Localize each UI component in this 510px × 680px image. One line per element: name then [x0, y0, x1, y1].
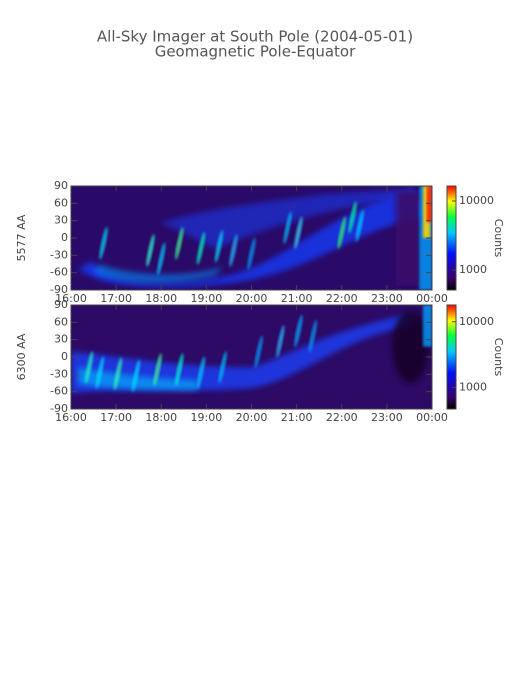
y-tick-label: -90 — [50, 402, 68, 415]
heatmap-streak — [84, 351, 94, 384]
heatmap-streak — [348, 200, 357, 234]
colorbar-tick-label: 10000 — [459, 315, 494, 328]
heatmap-region — [426, 186, 432, 223]
y-tick-label: -60 — [50, 385, 68, 398]
heatmap-region — [422, 305, 432, 347]
x-tick-label: 21:00 — [281, 292, 313, 305]
colorbar-tick-label: 1000 — [459, 263, 487, 276]
y-tick-label: 30 — [54, 333, 68, 346]
y-tick-label: -90 — [50, 283, 68, 296]
heatmap-streak — [153, 353, 162, 386]
heatmap-streak — [247, 237, 256, 270]
heatmap-streak — [175, 353, 184, 386]
y-tick-label: 0 — [61, 350, 68, 363]
heatmap-streak — [254, 335, 263, 369]
heatmap-streak — [157, 242, 166, 276]
heatmap-streak — [175, 226, 184, 260]
x-tick-label: 19:00 — [191, 411, 223, 424]
heatmap-streak — [113, 357, 123, 390]
y-axis-label: 5577 AA — [15, 214, 28, 261]
colorbar-frame — [446, 304, 457, 410]
heatmap-streak — [294, 314, 303, 348]
y-tick-label: 60 — [54, 196, 68, 209]
x-tick-label: 17:00 — [100, 411, 132, 424]
x-tick-label: 16:00 — [55, 411, 87, 424]
heatmap-streak — [196, 356, 206, 389]
heatmap — [71, 186, 432, 290]
y-tick-label: -30 — [50, 367, 68, 380]
y-tick-label: -30 — [50, 248, 68, 261]
heatmap-region — [78, 367, 198, 391]
x-tick-label: 00:00 — [416, 411, 448, 424]
title: All-Sky Imager at South Pole (2004-05-01… — [97, 28, 413, 46]
x-tick-label: 16:00 — [55, 292, 87, 305]
heatmap-streak — [308, 319, 317, 353]
y-tick-label: -60 — [50, 266, 68, 279]
heatmap — [71, 305, 432, 409]
colorbar — [447, 186, 456, 290]
heatmap-bg — [71, 305, 432, 409]
heatmap-region — [161, 188, 414, 249]
subtitle: Geomagnetic Pole-Equator — [155, 43, 356, 61]
heatmap-streak — [131, 359, 141, 393]
colorbar-tick-label: 1000 — [459, 380, 487, 393]
y-tick-label: 90 — [54, 179, 68, 192]
x-tick-label: 22:00 — [326, 292, 358, 305]
heatmap-streak — [218, 351, 227, 384]
y-tick-label: 90 — [54, 298, 68, 311]
colorbar-tick-label: 10000 — [459, 194, 494, 207]
x-tick-label: 21:00 — [281, 411, 313, 424]
x-tick-label: 19:00 — [191, 292, 223, 305]
colorbar-label: Counts — [492, 219, 505, 258]
x-tick-label: 18:00 — [145, 292, 177, 305]
heatmap-streak — [229, 234, 238, 267]
heatmap-streak — [99, 226, 108, 260]
y-tick-label: 0 — [61, 231, 68, 244]
heatmap-streak — [276, 325, 285, 358]
heatmap-region — [92, 264, 223, 283]
x-tick-label: 17:00 — [100, 292, 132, 305]
heatmap-streak — [283, 211, 292, 244]
heatmap-streak — [196, 232, 206, 265]
x-tick-label: 20:00 — [236, 411, 268, 424]
heatmap-streak — [214, 230, 224, 263]
x-tick-label: 23:00 — [371, 292, 403, 305]
colorbar-frame — [446, 185, 457, 291]
heatmap-region — [395, 190, 422, 286]
heatmap-streak — [337, 216, 346, 250]
x-tick-label: 18:00 — [145, 411, 177, 424]
y-tick-label: 60 — [54, 315, 68, 328]
heatmap-streak — [95, 356, 104, 389]
heatmap-streak — [146, 234, 155, 267]
colorbar — [447, 305, 456, 409]
x-tick-label: 22:00 — [326, 411, 358, 424]
x-tick-label: 20:00 — [236, 292, 268, 305]
y-axis-label: 6300 AA — [15, 333, 28, 380]
colorbar-label: Counts — [492, 338, 505, 377]
heatmap-region — [392, 310, 429, 383]
heatmap-streak — [355, 209, 364, 242]
heatmap-streak — [294, 216, 303, 250]
x-tick-label: 00:00 — [416, 292, 448, 305]
y-tick-label: 30 — [54, 214, 68, 227]
x-tick-label: 23:00 — [371, 411, 403, 424]
